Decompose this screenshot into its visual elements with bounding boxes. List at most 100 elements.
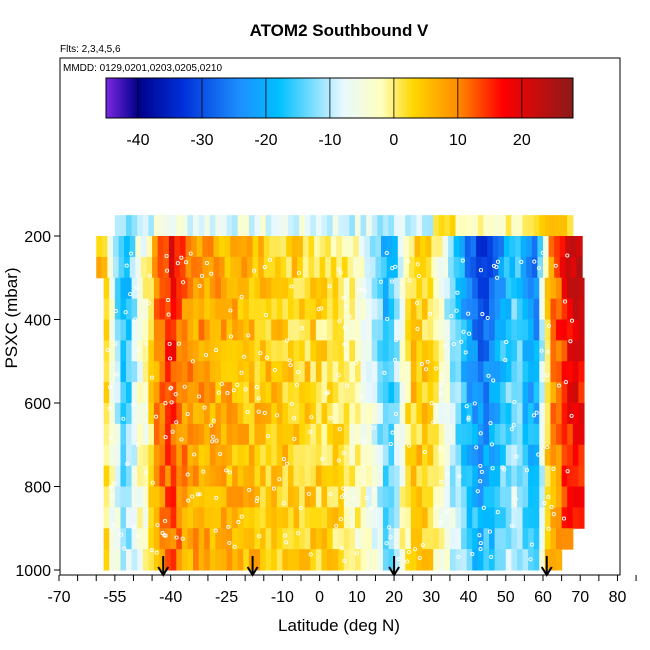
heatmap-cell — [243, 277, 250, 300]
heatmap-cell — [321, 507, 328, 529]
heatmap-cell — [505, 549, 512, 571]
heatmap-cell — [399, 361, 406, 383]
heatmap-cell — [556, 528, 563, 550]
heatmap-cell — [556, 423, 563, 446]
heatmap-cell — [325, 256, 332, 279]
heatmap-cell — [494, 403, 501, 425]
heatmap-cell — [550, 507, 557, 529]
heatmap-cell — [338, 528, 345, 550]
heatmap-cell — [120, 423, 127, 446]
heatmap-cell — [213, 236, 220, 258]
heatmap-cell — [327, 403, 334, 425]
heatmap-cell — [343, 340, 350, 362]
heatmap-cell — [427, 403, 434, 425]
heatmap-cell — [461, 507, 468, 529]
heatmap-cell — [416, 486, 423, 508]
sample-dot — [231, 388, 236, 393]
heatmap-cell — [466, 277, 473, 300]
sample-dot — [357, 287, 362, 292]
heatmap-cell — [500, 403, 507, 425]
heatmap-cell — [444, 340, 451, 362]
heatmap-cell — [461, 215, 468, 237]
heatmap-cell — [422, 361, 429, 383]
sample-dot — [565, 469, 570, 474]
heatmap-cell — [349, 340, 356, 362]
heatmap-cell — [126, 465, 133, 488]
heatmap-cell — [422, 549, 429, 571]
heatmap-cell — [293, 340, 300, 362]
heatmap-cell — [260, 361, 267, 383]
heatmap-cell — [260, 444, 267, 467]
heatmap-cell — [165, 403, 172, 425]
heatmap-cell — [103, 319, 110, 341]
sample-dot — [128, 251, 134, 256]
sample-dot — [457, 474, 462, 479]
heatmap-cell — [377, 507, 384, 529]
heatmap-cell — [204, 528, 211, 550]
colorbar-ticks: -40 -30 -20 -10 0 10 20 — [126, 78, 531, 149]
heatmap-cell — [410, 319, 418, 341]
heatmap-cell — [433, 444, 440, 467]
heatmap-cell — [516, 444, 524, 467]
sample-dot — [340, 486, 346, 491]
sample-dot — [162, 533, 167, 538]
heatmap-cell — [181, 361, 189, 383]
heatmap-cell — [433, 277, 440, 300]
heatmap-cell — [483, 361, 490, 383]
heatmap-cell — [265, 507, 272, 529]
heatmap-cell — [299, 549, 306, 571]
sample-dot — [464, 404, 469, 409]
heatmap-cell — [438, 549, 445, 571]
heatmap-cell — [165, 528, 172, 550]
sample-dot — [338, 270, 343, 275]
heatmap-cell — [444, 549, 451, 571]
heatmap-cell — [572, 298, 579, 321]
sample-dot — [186, 498, 191, 503]
heatmap-cell — [226, 277, 233, 300]
heatmap-cell — [327, 215, 334, 237]
heatmap-cell — [304, 507, 311, 529]
heatmap-cell — [422, 403, 429, 425]
heatmap-cell — [220, 423, 228, 446]
heatmap-cell — [505, 423, 512, 446]
sample-dot — [440, 372, 445, 377]
heatmap-cell — [304, 549, 311, 571]
sample-dot — [341, 295, 346, 300]
sample-dot — [429, 401, 434, 406]
x-axis-label: Latitude (deg N) — [278, 616, 400, 635]
sample-dot — [119, 532, 124, 537]
sample-dot — [503, 358, 508, 363]
sample-dot — [536, 452, 541, 457]
heatmap-cell — [388, 277, 395, 300]
sample-dot — [274, 413, 280, 418]
heatmap-cell — [399, 528, 406, 550]
sample-dot — [551, 466, 556, 471]
heatmap-cell — [248, 507, 256, 529]
heatmap-cell — [464, 236, 471, 258]
heatmap-cell — [230, 256, 237, 279]
heatmap-cell — [142, 277, 149, 300]
heatmap-cell — [425, 236, 432, 258]
heatmap-cell — [215, 319, 222, 341]
heatmap-cell — [539, 486, 546, 508]
heatmap-cell — [494, 549, 501, 571]
heatmap-cell — [103, 298, 110, 321]
heatmap-cell — [515, 236, 522, 258]
heatmap-cell — [260, 319, 267, 341]
heatmap-cell — [377, 465, 384, 488]
sample-dot — [519, 259, 524, 264]
heatmap-cell — [181, 528, 189, 550]
heatmap-cell — [254, 507, 261, 529]
heatmap-cell — [516, 403, 524, 425]
heatmap-cell — [165, 215, 172, 237]
heatmap-cell — [265, 444, 272, 467]
sample-dot — [154, 414, 159, 419]
sample-dot — [327, 284, 332, 289]
sample-dot — [271, 486, 276, 491]
heatmap-cell — [422, 215, 429, 237]
heatmap-cell — [174, 256, 181, 279]
heatmap-cell — [438, 465, 445, 488]
heatmap-cell — [193, 465, 200, 488]
sample-dot — [300, 326, 305, 331]
heatmap-cell — [181, 298, 189, 321]
